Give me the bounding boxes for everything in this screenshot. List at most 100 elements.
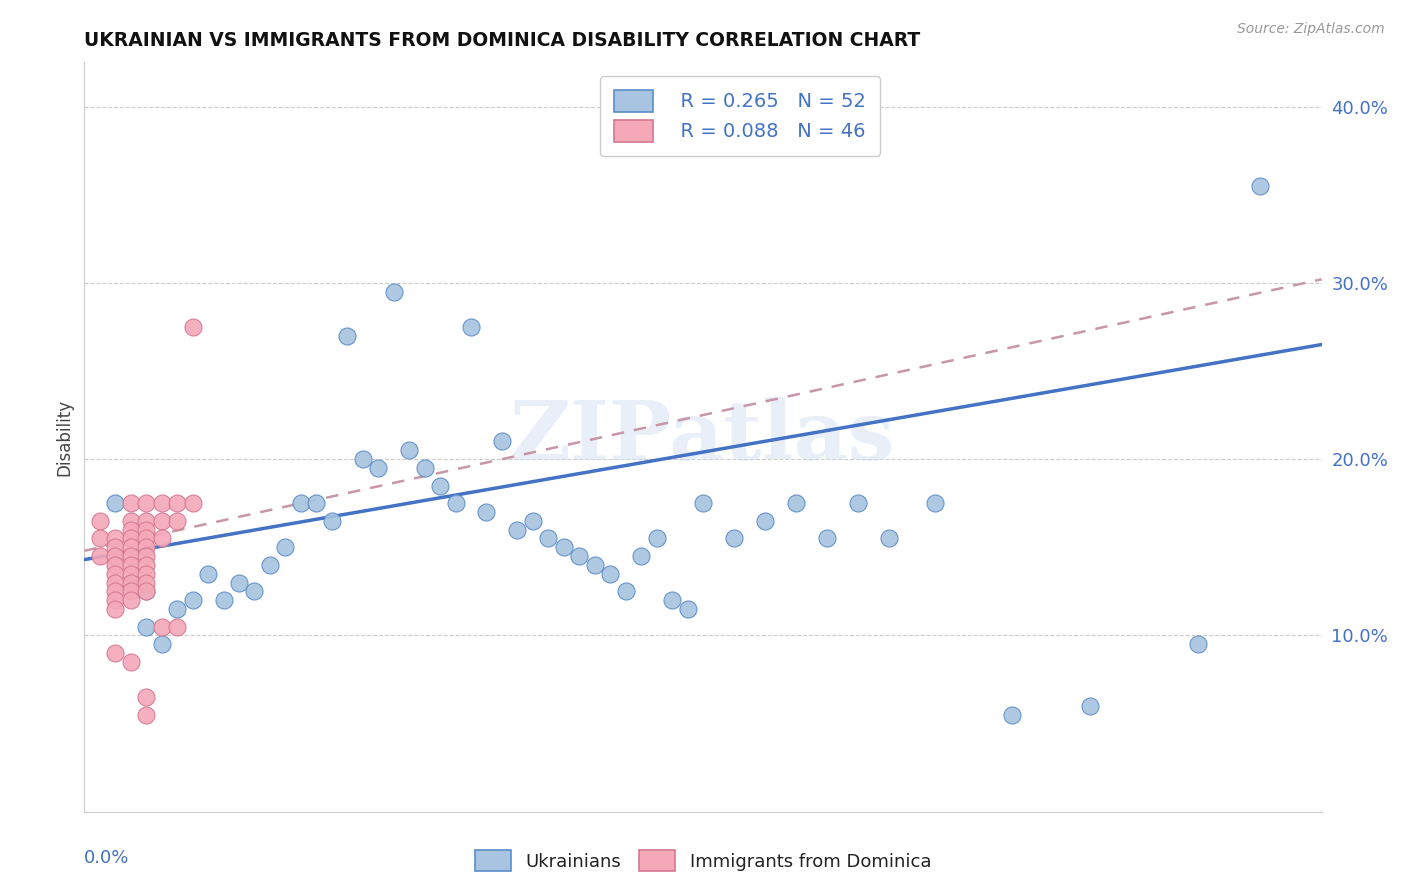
Point [166, 496, 188, 510]
Text: UKRAINIAN VS IMMIGRANTS FROM DOMINICA DISABILITY CORRELATION CHART: UKRAINIAN VS IMMIGRANTS FROM DOMINICA DI… [84, 30, 921, 50]
Point [89, 532, 111, 546]
Point [599, 566, 621, 581]
Point [181, 319, 204, 334]
Text: ZIPatlas: ZIPatlas [510, 397, 896, 477]
Point [120, 523, 142, 537]
Point [413, 461, 436, 475]
Point [645, 532, 668, 546]
Point [135, 549, 157, 563]
Point [723, 532, 745, 546]
Point [676, 602, 699, 616]
Point [553, 541, 575, 555]
Point [367, 461, 389, 475]
Point [120, 514, 142, 528]
Point [120, 593, 142, 607]
Point [104, 496, 127, 510]
Point [614, 584, 637, 599]
Point [135, 575, 157, 590]
Point [305, 496, 328, 510]
Point [104, 549, 127, 563]
Y-axis label: Disability: Disability [55, 399, 73, 475]
Point [135, 523, 157, 537]
Point [166, 514, 188, 528]
Point [120, 566, 142, 581]
Point [877, 532, 900, 546]
Point [135, 584, 157, 599]
Point [754, 514, 776, 528]
Point [583, 558, 606, 572]
Legend:   R = 0.265   N = 52,   R = 0.088   N = 46: R = 0.265 N = 52, R = 0.088 N = 46 [600, 76, 880, 156]
Point [120, 496, 142, 510]
Point [120, 575, 142, 590]
Point [1001, 707, 1024, 722]
Point [661, 593, 683, 607]
Point [522, 514, 544, 528]
Point [243, 584, 266, 599]
Point [460, 319, 482, 334]
Point [150, 496, 173, 510]
Point [475, 505, 498, 519]
Point [846, 496, 869, 510]
Point [135, 619, 157, 633]
Point [537, 532, 560, 546]
Point [104, 549, 127, 563]
Point [212, 593, 235, 607]
Point [104, 602, 127, 616]
Point [135, 690, 157, 705]
Legend: Ukrainians, Immigrants from Dominica: Ukrainians, Immigrants from Dominica [468, 843, 938, 879]
Point [352, 452, 374, 467]
Point [150, 619, 173, 633]
Point [120, 549, 142, 563]
Point [568, 549, 591, 563]
Point [104, 532, 127, 546]
Point [150, 514, 173, 528]
Point [120, 532, 142, 546]
Point [150, 532, 173, 546]
Point [181, 593, 204, 607]
Point [135, 532, 157, 546]
Point [120, 541, 142, 555]
Point [150, 637, 173, 651]
Point [120, 558, 142, 572]
Text: 0.0%: 0.0% [84, 849, 129, 867]
Point [166, 619, 188, 633]
Point [135, 584, 157, 599]
Point [506, 523, 529, 537]
Point [491, 434, 513, 449]
Point [321, 514, 343, 528]
Point [135, 707, 157, 722]
Text: Source: ZipAtlas.com: Source: ZipAtlas.com [1237, 22, 1385, 37]
Point [274, 541, 297, 555]
Point [120, 655, 142, 669]
Point [1187, 637, 1209, 651]
Point [290, 496, 312, 510]
Point [429, 478, 451, 492]
Point [120, 584, 142, 599]
Point [135, 514, 157, 528]
Point [104, 593, 127, 607]
Point [228, 575, 250, 590]
Point [785, 496, 807, 510]
Point [382, 285, 405, 299]
Point [924, 496, 946, 510]
Point [104, 584, 127, 599]
Point [104, 575, 127, 590]
Point [135, 541, 157, 555]
Point [89, 549, 111, 563]
Point [259, 558, 281, 572]
Point [336, 328, 359, 343]
Point [104, 558, 127, 572]
Point [181, 496, 204, 510]
Point [398, 443, 420, 458]
Point [104, 541, 127, 555]
Point [120, 575, 142, 590]
Point [444, 496, 467, 510]
Point [1078, 698, 1101, 713]
Point [135, 566, 157, 581]
Point [815, 532, 838, 546]
Point [197, 566, 219, 581]
Point [692, 496, 714, 510]
Point [135, 496, 157, 510]
Point [135, 558, 157, 572]
Point [166, 602, 188, 616]
